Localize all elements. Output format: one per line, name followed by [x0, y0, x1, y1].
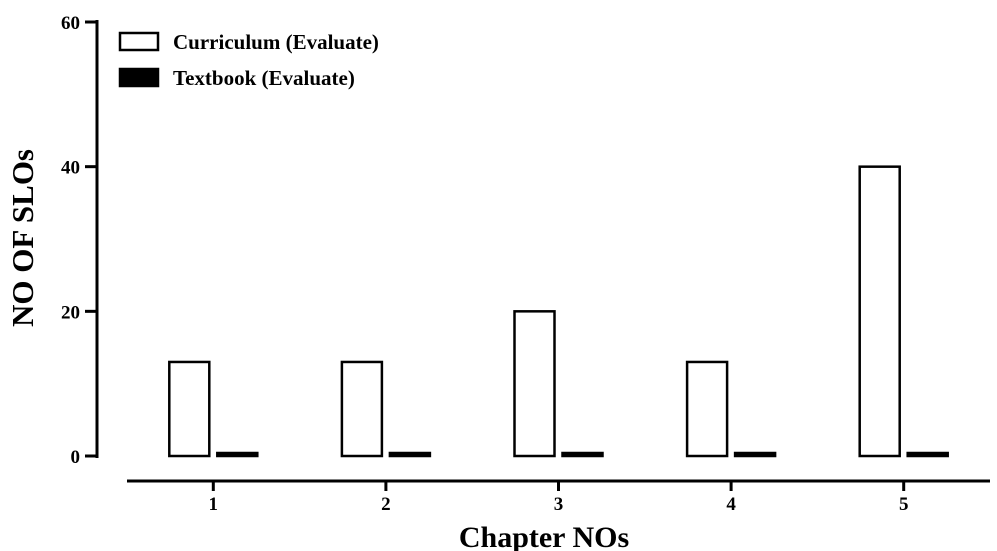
y-axis-ticks: 0 20 40 60	[61, 13, 97, 468]
bar-textbook	[906, 451, 949, 458]
bar-curriculum	[858, 165, 901, 458]
legend-swatch-curriculum	[118, 31, 160, 52]
legend: Curriculum (Evaluate) Textbook (Evaluate…	[118, 30, 379, 90]
y-tick-label: 20	[61, 302, 80, 323]
x-axis-ticks: 1 2 3 4 5	[209, 481, 909, 515]
y-tick-label: 0	[71, 447, 81, 468]
x-tick-label: 4	[726, 494, 736, 515]
x-tick-label: 2	[381, 494, 391, 515]
x-tick-label: 1	[209, 494, 219, 515]
y-tick-label: 60	[61, 13, 80, 34]
legend-label-textbook: Textbook (Evaluate)	[173, 66, 355, 90]
y-axis-title: NO OF SLOs	[5, 149, 40, 327]
bar-textbook	[216, 451, 259, 458]
bar-curriculum	[513, 310, 556, 458]
legend-swatch-textbook	[118, 67, 160, 88]
bar-textbook	[561, 451, 604, 458]
bar-curriculum	[685, 360, 729, 458]
bar-curriculum	[340, 360, 384, 458]
legend-label-curriculum: Curriculum (Evaluate)	[173, 30, 379, 54]
bars	[168, 165, 949, 458]
bar-textbook	[733, 451, 777, 458]
bar-curriculum	[168, 360, 211, 458]
x-tick-label: 5	[899, 494, 909, 515]
y-tick-label: 40	[61, 158, 80, 179]
bar-textbook	[388, 451, 432, 458]
x-axis-title: Chapter NOs	[459, 521, 629, 551]
x-tick-label: 3	[554, 494, 564, 515]
